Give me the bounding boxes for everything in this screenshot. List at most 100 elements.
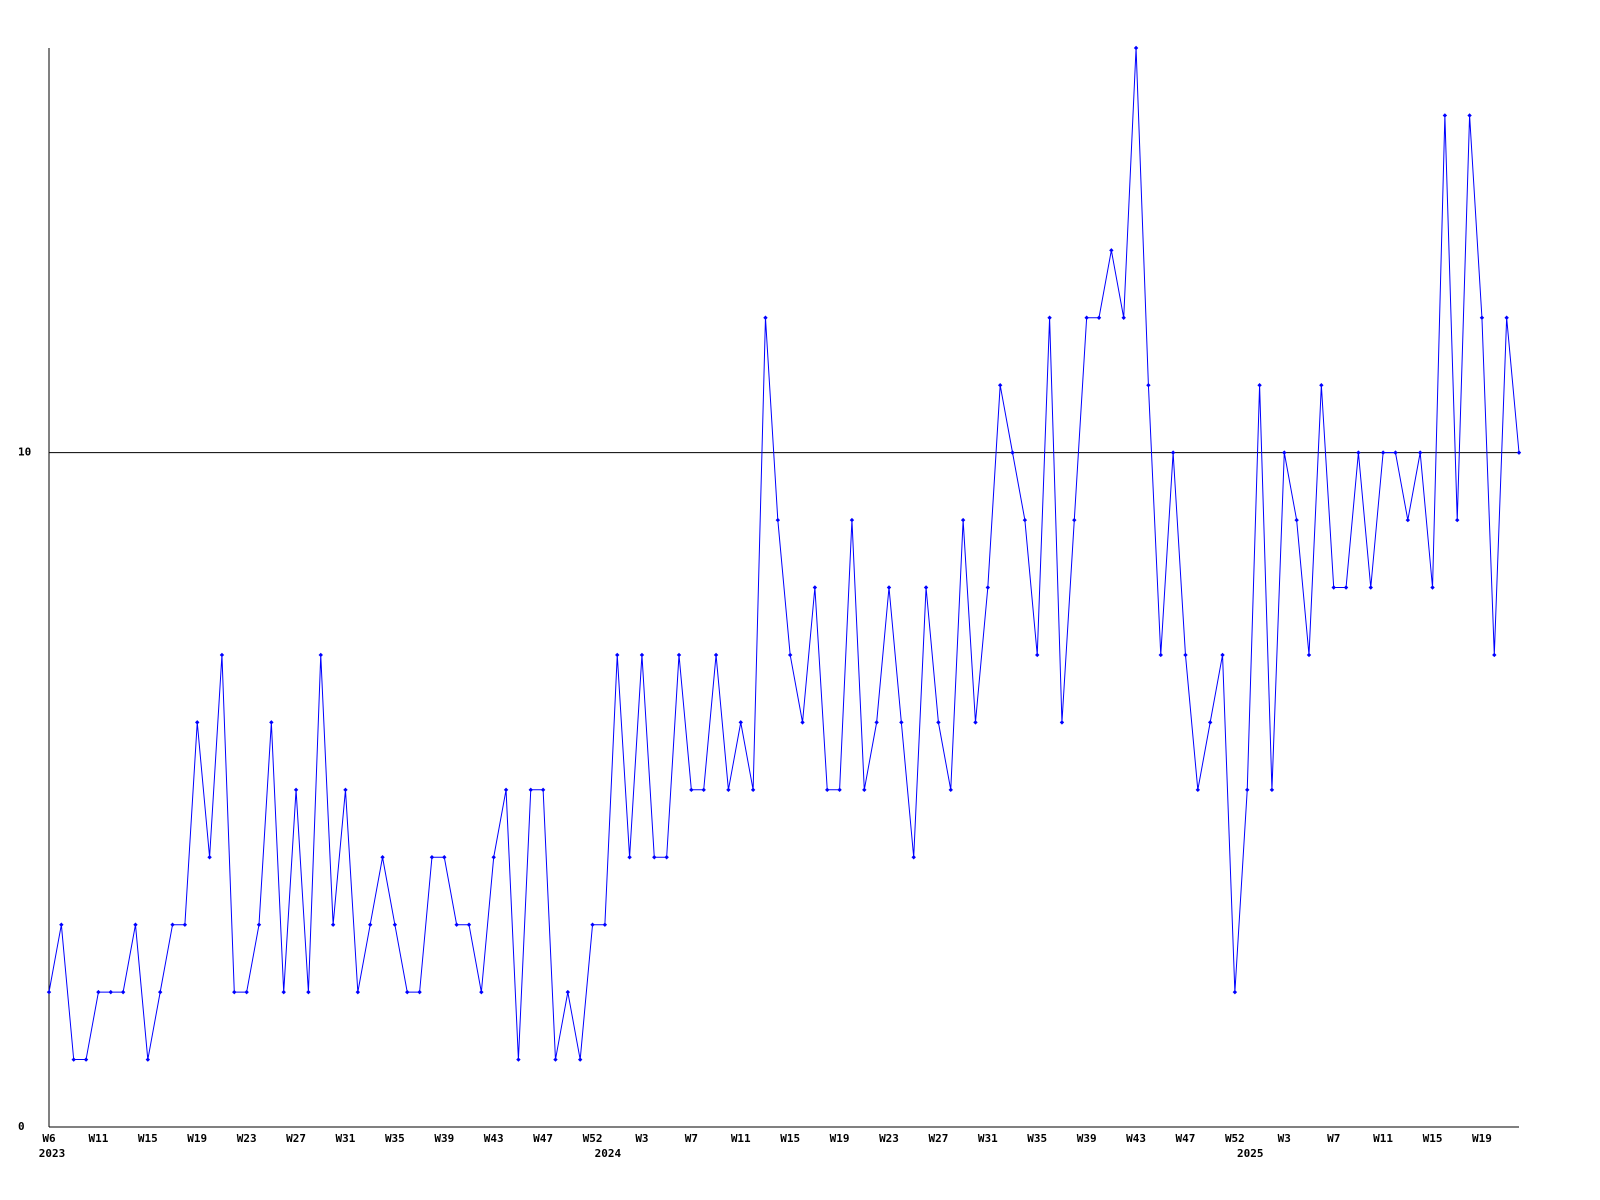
x-tick-label: W7 [685,1132,698,1145]
point-marker [83,1057,89,1062]
point-marker [936,720,941,725]
point-marker [1306,652,1312,658]
x-tick-label: W15 [780,1132,800,1145]
point-marker [849,517,855,523]
point-marker [602,922,608,927]
point-marker [1430,585,1435,590]
x-tick-label: W47 [1176,1132,1196,1145]
x-tick-label: W3 [1278,1132,1291,1145]
point-marker [639,652,645,658]
point-marker [343,787,348,793]
point-marker [1072,517,1077,523]
point-marker [528,787,533,793]
point-marker [1393,450,1398,455]
point-marker [1356,450,1361,455]
point-marker [466,922,472,927]
point-marker [787,652,793,658]
point-marker [479,989,484,995]
x-tick-label: W19 [187,1132,207,1145]
x-tick-label: W6 [42,1132,56,1145]
point-marker [812,585,818,590]
point-marker [1442,113,1448,118]
point-marker [367,922,373,927]
point-marker [1492,652,1497,658]
point-marker [96,989,101,995]
point-marker [380,855,385,860]
point-marker [837,787,842,793]
y-tick-label: 10 [18,446,31,459]
x-tick-label: W27 [286,1132,306,1145]
point-marker [207,855,212,860]
point-marker [1343,585,1349,590]
point-marker [71,1057,76,1062]
x-tick-label: W31 [978,1132,998,1145]
x-year-label: 2025 [1237,1147,1264,1160]
point-marker [565,989,571,995]
point-marker [577,1057,583,1062]
point-marker [133,922,138,927]
x-tick-label: W39 [1077,1132,1097,1145]
point-marker [911,855,916,860]
point-marker [726,787,731,793]
point-marker [615,652,620,658]
point-marker [948,787,953,793]
point-marker [1146,382,1151,388]
point-marker [590,922,595,927]
series-line [48,47,1520,1061]
x-tick-label: W35 [385,1132,405,1145]
point-marker [256,922,262,927]
x-tick-label: W7 [1327,1132,1340,1145]
point-marker [59,922,64,927]
point-marker [1035,652,1040,658]
point-marker [405,989,410,995]
x-tick-label: W19 [830,1132,850,1145]
point-marker [1504,315,1509,320]
x-tick-label: W35 [1027,1132,1047,1145]
point-marker [985,585,991,590]
point-marker [1257,382,1262,388]
point-marker [997,382,1003,388]
point-marker [1245,787,1250,793]
x-tick-label: W52 [1225,1132,1245,1145]
x-tick-label: W11 [1373,1132,1393,1145]
point-marker [516,1057,521,1062]
point-marker [503,787,509,793]
point-marker [454,922,459,927]
x-tick-label: W39 [434,1132,454,1145]
x-year-label: 2024 [595,1147,622,1160]
point-marker [960,517,966,523]
point-marker [1455,517,1460,523]
point-marker [145,1057,151,1062]
point-marker [862,787,867,793]
x-tick-label: W23 [879,1132,899,1145]
point-marker [120,989,126,995]
x-year-label: 2023 [39,1147,66,1160]
point-marker [195,720,200,725]
point-marker [1405,517,1411,523]
point-marker [281,989,286,995]
point-marker [1084,315,1089,320]
point-marker [1207,720,1213,725]
point-marker [1294,517,1299,523]
point-marker [676,652,682,658]
point-marker [1417,450,1423,455]
point-marker [1096,315,1102,320]
point-marker [1319,382,1324,388]
point-marker [540,787,546,793]
x-tick-label: W19 [1472,1132,1492,1145]
point-marker [417,989,422,995]
point-marker [1232,989,1238,995]
point-marker [1220,652,1225,658]
point-marker [392,922,398,927]
x-tick-label: W52 [583,1132,603,1145]
point-marker [219,652,225,658]
x-tick-label: W31 [336,1132,356,1145]
point-marker [1047,315,1052,320]
point-marker [1059,720,1065,725]
point-marker [825,787,830,793]
point-marker [293,787,299,793]
point-marker [800,720,805,725]
point-marker [763,315,768,320]
point-marker [738,720,743,725]
